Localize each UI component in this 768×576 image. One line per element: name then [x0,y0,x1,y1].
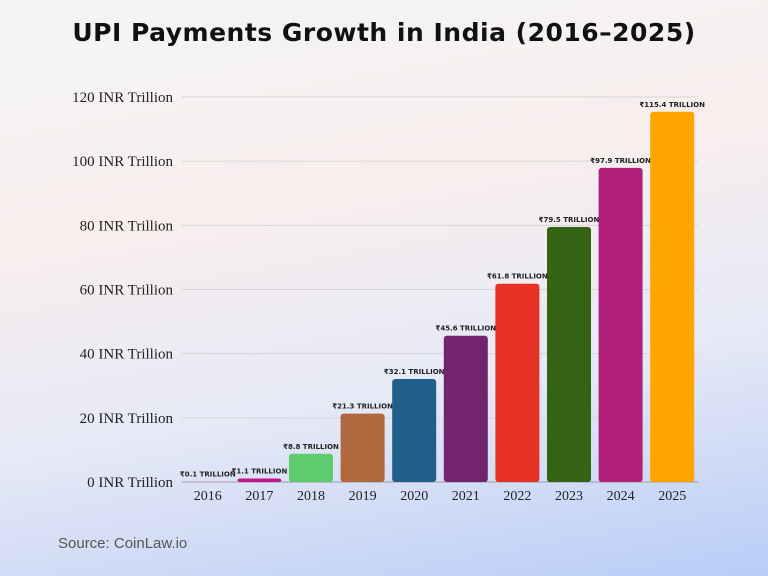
data-label: ₹97.9 TRILLION [590,157,651,165]
x-tick-label: 2024 [607,489,635,504]
bar-2018 [289,453,333,482]
y-tick-label: 40 INR Trillion [80,347,174,363]
data-label: ₹61.8 TRILLION [487,273,548,281]
y-tick-label: 100 INR Trillion [72,154,173,170]
data-label: ₹21.3 TRILLION [332,403,393,411]
x-tick-label: 2021 [452,489,480,504]
data-label: ₹8.8 TRILLION [283,443,339,451]
x-tick-label: 2018 [297,489,325,504]
y-tick-label: 0 INR Trillion [87,475,173,491]
x-tick-label: 2023 [555,489,583,504]
bar-2021 [443,335,488,482]
data-label: ₹32.1 TRILLION [384,368,445,376]
bar-2016 [185,481,230,483]
bar-2017 [237,478,282,482]
data-label: ₹79.5 TRILLION [539,216,600,224]
bar-2023 [547,226,591,482]
y-tick-label: 60 INR Trillion [80,283,174,299]
bar-2025 [650,111,695,482]
x-tick-label: 2020 [400,489,428,504]
bar-2019 [340,413,385,482]
data-label: ₹1.1 TRILLION [231,467,287,475]
y-tick-label: 80 INR Trillion [80,218,174,234]
x-tick-label: 2022 [503,489,531,504]
chart-title: UPI Payments Growth in India (2016–2025) [72,18,696,47]
x-tick-label: 2025 [658,489,686,504]
y-tick-label: 120 INR Trillion [72,90,173,106]
bar-2022 [495,283,540,482]
source-note: Source: CoinLaw.io [58,535,188,552]
data-label: ₹0.1 TRILLION [180,471,236,479]
data-label: ₹45.6 TRILLION [435,325,496,333]
y-tick-label: 20 INR Trillion [80,411,174,427]
x-tick-label: 2019 [349,489,377,504]
x-tick-label: 2017 [245,489,273,504]
bar-2024 [598,167,643,482]
x-tick-label: 2016 [194,489,222,504]
bar-2020 [392,379,437,482]
data-label: ₹115.4 TRILLION [639,101,705,109]
